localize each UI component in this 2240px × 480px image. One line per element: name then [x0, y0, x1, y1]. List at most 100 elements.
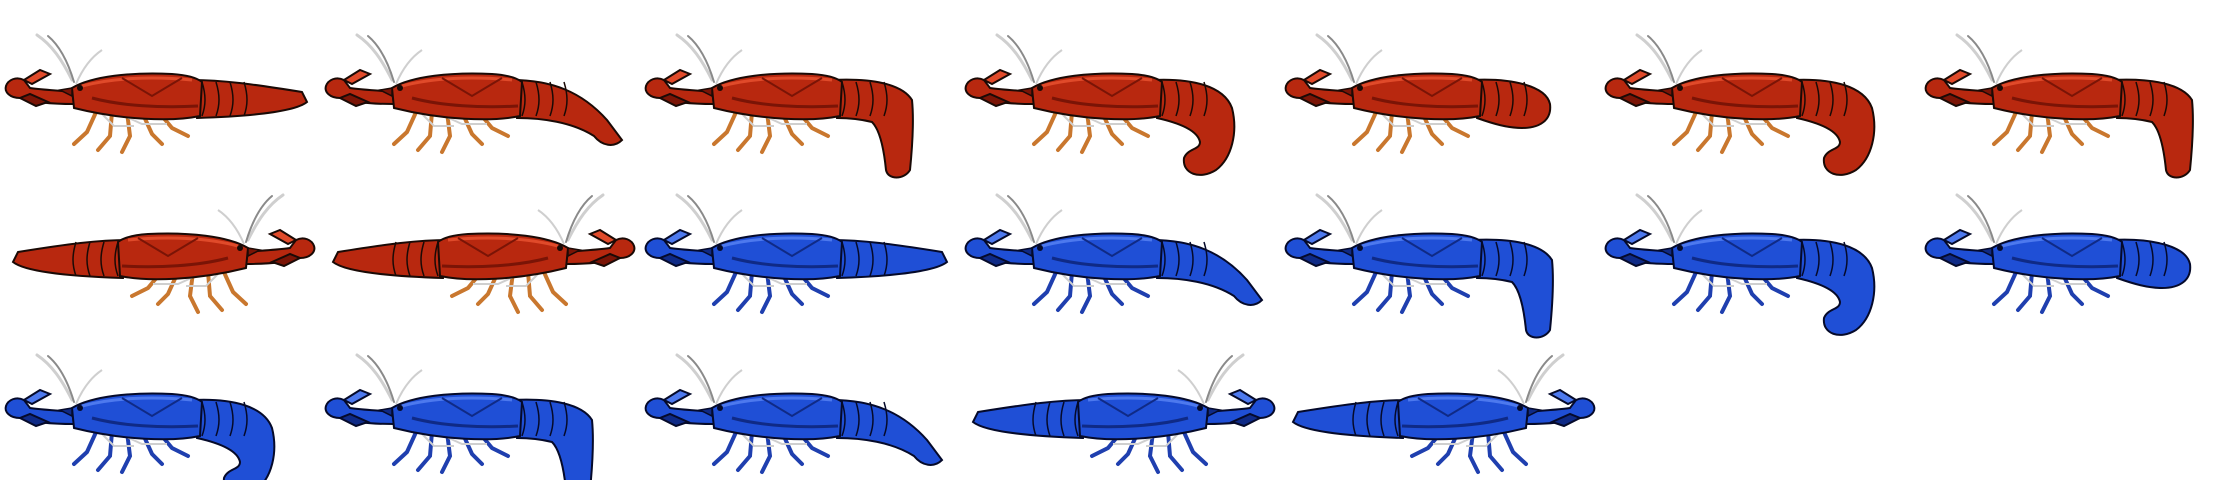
carapace-shadow	[2011, 96, 2119, 109]
lobster-frame	[964, 193, 1264, 314]
tail-segment-line	[1189, 81, 1194, 117]
leg-shape	[506, 273, 539, 287]
claw-shape	[1549, 412, 1583, 428]
claw-shape	[1937, 252, 1971, 268]
tail-segment-line	[406, 241, 411, 277]
tail-segment-line	[1523, 81, 1528, 117]
tail-segment-line	[855, 401, 860, 437]
tail-shape	[1291, 398, 1410, 440]
antenna-shape	[367, 355, 395, 403]
leg-shape	[1381, 273, 1414, 287]
eye-shape	[1677, 245, 1683, 251]
leg-shape	[1400, 270, 1413, 314]
leg-shape	[421, 433, 454, 447]
leg-shape	[1376, 110, 1394, 152]
tail-shape	[971, 398, 1090, 440]
antenna-shape	[355, 353, 394, 402]
tail-segment-line	[549, 81, 554, 117]
carapace-shadow	[91, 416, 199, 429]
antenna-shape	[1177, 369, 1205, 405]
leg-shape	[1181, 428, 1208, 466]
tail-segment-line	[521, 401, 526, 437]
claw-shape	[587, 228, 619, 246]
rostrum-shape	[697, 407, 713, 418]
tail-segment-line	[883, 81, 888, 117]
tail-segment-line	[2149, 241, 2154, 277]
leg-shape	[1080, 270, 1093, 314]
leg-shape	[440, 110, 453, 154]
tail-segment-line	[535, 401, 540, 437]
tail-segment-line	[72, 241, 77, 277]
carapace-groove	[1081, 77, 1143, 98]
tail-segment-line	[100, 241, 105, 277]
carapace-shadow	[1371, 256, 1479, 269]
carapace-shadow	[2011, 256, 2119, 269]
carapace-groove	[761, 237, 823, 258]
antenna-shape	[1525, 355, 1553, 403]
antenna-shape	[995, 193, 1034, 242]
antenna-shape	[1007, 195, 1035, 243]
antenna-shape	[1526, 353, 1565, 402]
antenna-shape	[1675, 49, 1703, 85]
tail-shape	[331, 238, 450, 280]
carapace-groove	[1721, 237, 1783, 258]
tail-segment-line	[2121, 81, 2126, 117]
rostrum-shape	[1207, 407, 1223, 418]
leg-shape	[1486, 430, 1504, 472]
claw-shape	[1941, 228, 1973, 246]
tail-segment-line	[1801, 81, 1806, 117]
rostrum-shape	[1977, 87, 1993, 98]
leg-shape	[1352, 108, 1379, 146]
leg-shape	[1701, 273, 1734, 287]
antenna-shape	[1355, 49, 1383, 85]
carapace-shadow	[1371, 96, 1479, 109]
carapace-shadow	[1051, 96, 1159, 109]
leg-shape	[760, 430, 773, 474]
claw-shape	[337, 412, 371, 428]
antenna-shape	[1205, 355, 1233, 403]
carapace-shadow	[731, 256, 839, 269]
tail-segment-line	[883, 241, 888, 277]
rostrum-shape	[57, 87, 73, 98]
carapace-groove	[137, 237, 199, 258]
eye-shape	[397, 405, 403, 411]
leg-shape	[1080, 110, 1093, 154]
leg-shape	[2021, 273, 2054, 287]
leg-shape	[72, 108, 99, 146]
tail-segment-line	[1203, 81, 1208, 117]
lobster-frame	[1604, 193, 1876, 336]
antenna-shape	[687, 195, 715, 243]
rostrum-shape	[57, 407, 73, 418]
leg-shape	[72, 428, 99, 466]
antenna-shape	[1327, 35, 1355, 83]
carapace-groove	[441, 397, 503, 418]
tail-segment-line	[215, 401, 220, 437]
leg-shape	[2040, 110, 2053, 154]
leg-shape	[736, 110, 754, 152]
tail-segment-line	[86, 241, 91, 277]
claw-shape	[267, 228, 299, 246]
leg-shape	[120, 430, 133, 474]
antenna-shape	[35, 33, 74, 82]
claw-shape	[1227, 388, 1259, 406]
antenna-shape	[47, 355, 75, 403]
tail-segment-line	[841, 241, 846, 277]
eye-shape	[717, 85, 723, 91]
eye-shape	[77, 405, 83, 411]
claw-shape	[1617, 92, 1651, 108]
tail-shape	[190, 78, 309, 120]
rostrum-shape	[1337, 87, 1353, 98]
carapace-shadow	[91, 96, 199, 109]
tail-shape	[830, 78, 914, 179]
tail-shape	[1790, 78, 1876, 176]
rostrum-shape	[1977, 247, 1993, 258]
antenna-shape	[367, 35, 395, 83]
antenna-shape	[35, 353, 74, 402]
carapace-groove	[121, 397, 183, 418]
leg-shape	[541, 268, 568, 306]
tail-segment-line	[1481, 241, 1486, 277]
tail-segment-line	[1161, 81, 1166, 117]
rostrum-shape	[1657, 87, 1673, 98]
antenna-shape	[246, 193, 285, 242]
